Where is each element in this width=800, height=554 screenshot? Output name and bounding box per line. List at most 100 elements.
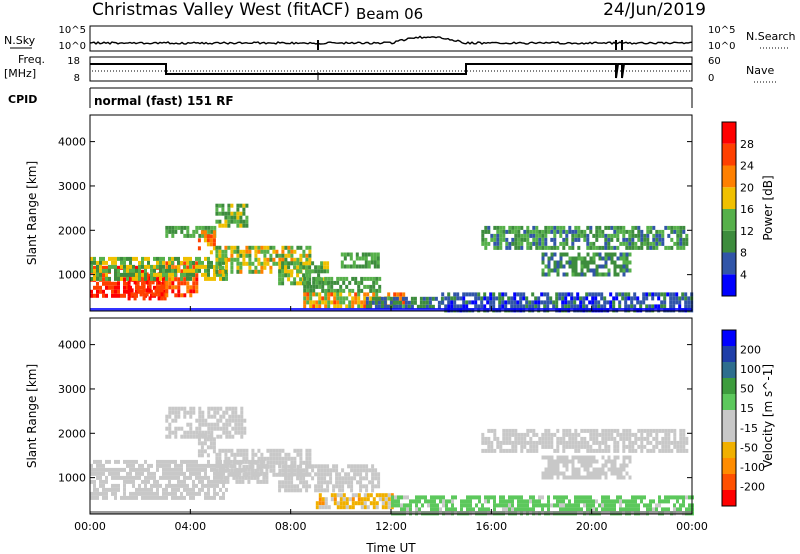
heatmap-cell — [150, 471, 153, 476]
heatmap-cell — [493, 448, 497, 453]
heatmap-cell — [502, 436, 506, 441]
heatmap-cell — [568, 475, 572, 480]
date-label: 24/Jun/2019 — [603, 0, 706, 20]
heatmap-cell — [254, 245, 258, 250]
heatmap-cell — [183, 410, 187, 415]
heatmap-cell — [607, 241, 611, 246]
heatmap-cell — [613, 229, 617, 234]
heatmap-cell — [148, 288, 152, 293]
heatmap-cell — [114, 256, 117, 261]
heatmap-cell — [523, 432, 527, 437]
heatmap-cell — [567, 292, 571, 297]
heatmap-cell — [434, 296, 438, 301]
heatmap-cell — [299, 261, 303, 266]
heatmap-cell — [532, 225, 536, 230]
heatmap-cell — [513, 304, 517, 309]
velocity-xtick-label: 12:00 — [375, 520, 407, 533]
heatmap-cell — [592, 467, 596, 472]
heatmap-cell — [348, 300, 352, 305]
heatmap-cell — [613, 260, 617, 265]
heatmap-cell — [471, 292, 475, 297]
heatmap-cell — [649, 503, 652, 508]
heatmap-cell — [305, 480, 309, 485]
heatmap-cell — [198, 225, 202, 230]
heatmap-cell — [338, 484, 342, 489]
heatmap-cell — [204, 256, 207, 261]
heatmap-cell — [293, 257, 297, 262]
heatmap-cell — [215, 249, 219, 254]
heatmap-cell — [324, 300, 328, 305]
heatmap-cell — [218, 257, 222, 262]
heatmap-cell — [355, 256, 359, 261]
heatmap-cell — [564, 296, 568, 301]
heatmap-cell — [296, 484, 300, 489]
heatmap-cell — [640, 444, 644, 449]
heatmap-cell — [220, 475, 224, 480]
heatmap-cell — [364, 511, 366, 514]
heatmap-cell — [120, 511, 122, 514]
heatmap-cell — [566, 308, 568, 311]
heatmap-cell — [672, 304, 676, 309]
heatmap-cell — [642, 511, 644, 514]
heatmap-cell — [192, 430, 196, 435]
heatmap-cell — [495, 296, 499, 301]
heatmap-cell — [227, 472, 231, 477]
heatmap-cell — [230, 249, 234, 254]
heatmap-cell — [298, 308, 300, 311]
heatmap-cell — [250, 467, 254, 472]
heatmap-cell — [589, 475, 593, 480]
heatmap-cell — [607, 499, 610, 504]
heatmap-cell — [252, 308, 254, 311]
heatmap-cell — [213, 406, 217, 411]
heatmap-cell — [628, 455, 632, 460]
heatmap-cell — [418, 511, 420, 514]
heatmap-cell — [478, 308, 480, 311]
heatmap-cell — [132, 272, 135, 277]
heatmap-cell — [299, 456, 303, 461]
heatmap-cell — [595, 471, 599, 476]
heatmap-cell — [236, 308, 238, 311]
heatmap-cell — [353, 476, 357, 481]
heatmap-cell — [601, 463, 605, 468]
heatmap-cell — [150, 491, 153, 496]
heatmap-cell — [251, 452, 255, 457]
heatmap-cell — [204, 308, 206, 311]
heatmap-cell — [415, 503, 418, 508]
heatmap-cell — [440, 296, 444, 301]
heatmap-cell — [215, 257, 219, 262]
nsky-tick-top: 10^5 — [59, 25, 86, 36]
heatmap-cell — [220, 463, 224, 468]
heatmap-cell — [152, 308, 154, 311]
heatmap-cell — [198, 268, 201, 273]
heatmap-cell — [102, 491, 105, 496]
heatmap-cell — [318, 501, 322, 506]
heatmap-cell — [242, 472, 246, 477]
heatmap-cell — [142, 292, 146, 297]
heatmap-cell — [571, 245, 575, 250]
heatmap-cell — [171, 475, 174, 480]
heatmap-cell — [268, 308, 270, 311]
heatmap-cell — [123, 260, 126, 265]
heatmap-cell — [327, 296, 331, 301]
heatmap-cell — [415, 499, 418, 504]
heatmap-cell — [451, 507, 454, 512]
heatmap-cell — [207, 414, 211, 419]
heatmap-cell — [251, 245, 255, 250]
heatmap-cell — [293, 448, 297, 453]
heatmap-cell — [218, 472, 222, 477]
heatmap-cell — [538, 241, 542, 246]
heatmap-cell — [356, 468, 360, 473]
colorbar-segment — [722, 252, 736, 275]
heatmap-cell — [222, 511, 224, 514]
heatmap-cell — [556, 436, 560, 441]
heatmap-cell — [448, 499, 451, 504]
heatmap-cell — [162, 256, 165, 261]
heatmap-cell — [212, 234, 216, 239]
heatmap-cell — [156, 491, 159, 496]
heatmap-cell — [496, 308, 498, 311]
heatmap-cell — [628, 432, 632, 437]
heatmap-cell — [99, 479, 102, 484]
heatmap-cell — [624, 304, 628, 309]
heatmap-cell — [364, 256, 368, 261]
heatmap-cell — [526, 225, 530, 230]
